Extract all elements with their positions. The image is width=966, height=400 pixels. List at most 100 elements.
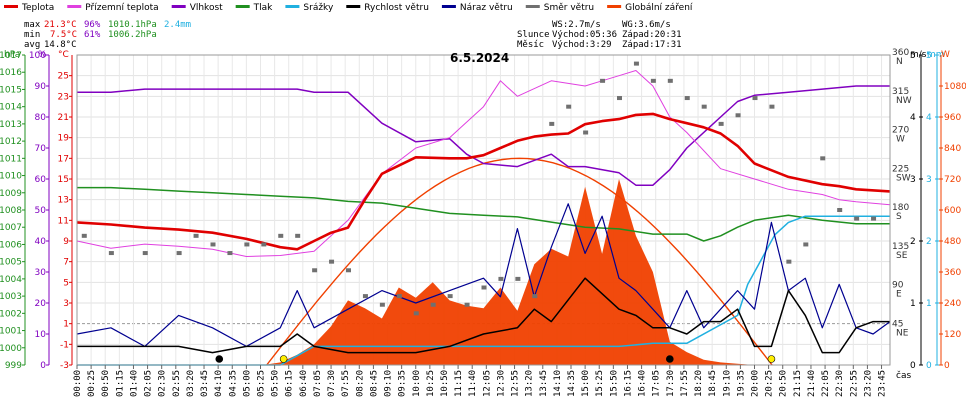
axis-tick-label-time: 08:45 [369,370,379,397]
axis-tick-label-wind: 4 [910,113,916,123]
axis-tick-label-pressure: 1009 [0,189,22,199]
stat-avg-label: avg [24,40,40,50]
legend-label: Přízemní teplota [85,3,158,13]
axis-tick-label-time: 21:15 [793,370,803,397]
axis-tick-label-time: 23:45 [878,370,888,397]
wind-direction-point [210,242,216,247]
axis-tick-label-direction-dir: NW [896,96,912,106]
axes: 9991000100110021003100410051006100710081… [0,48,966,397]
axis-tick-label-temperature: -1 [60,340,69,350]
axis-tick-label-time: 22:05 [821,370,831,397]
legend-label: Tlak [253,3,274,13]
axis-tick-label-time: 17:30 [666,370,676,397]
axis-tick-label-temperature: 7 [63,258,69,268]
wind-direction-point [871,216,877,221]
axis-tick-label-humidity: 20 [35,299,47,309]
clear-sky-radiation-curve [266,157,773,366]
wind-direction-point [261,242,267,247]
axis-tick-label-pressure: 1012 [0,137,22,147]
wind-direction-point [244,242,250,247]
info-sun-label: Slunce [517,30,550,40]
axis-tick-label-time: 05:50 [271,370,281,397]
legend-label: Vlhkost [190,3,223,13]
wind-direction-point [684,96,690,101]
stat-max-press: 1010.1hPa [108,20,157,30]
legend-label: Rychlost větru [364,3,429,13]
axis-tick-label-time: 23:20 [863,370,873,397]
axis-tick-label-direction-deg: 315 [892,87,909,97]
axis-tick-label-time: 11:40 [468,370,478,397]
axis-tick-label-humidity: 80 [35,113,47,123]
axis-tick-label-direction-deg: 45 [892,319,903,329]
axis-tick-label-temperature: 5 [63,278,69,288]
axis-tick-label-time: 21:40 [807,370,817,397]
axis-tick-label-direction-deg: 270 [892,126,909,136]
axis-tick-label-radiation: 1080 [944,82,966,92]
axis-unit-time: čas [896,370,911,381]
axis-tick-label-direction-dir: NE [896,328,909,338]
info-moonset: Západ:17:31 [622,40,682,50]
axis-tick-label-time: 09:10 [384,370,394,397]
info-moon-label: Měsíc [517,40,544,50]
axis-tick-label-wind: 5 [910,51,916,61]
axis-tick-label-pressure: 1004 [0,275,22,285]
axis-tick-label-pressure: 1003 [0,292,22,302]
humidity-line [77,85,890,186]
wind-direction-point [769,104,775,109]
axis-tick-label-pressure: 1000 [0,344,22,354]
info-moonrise: Východ:3:29 [552,40,612,50]
wind-direction-points [81,61,877,316]
wind-direction-point [295,233,301,238]
axis-tick-label-temperature: 11 [58,216,69,226]
axis-tick-label-time: 20:00 [751,370,761,397]
axis-tick-label-time: 10:00 [412,370,422,397]
axis-unit-humidity: % [38,50,47,60]
axis-tick-label-time: 19:10 [722,370,732,397]
axis-tick-label-radiation: 840 [944,144,961,154]
wind-direction-point [447,294,453,299]
axis-tick-label-time: 18:20 [694,370,704,397]
legend: Teplota Přízemní teplota Vlhkost Tlak Srážky… [4,3,693,13]
axis-tick-label-time: 07:05 [313,370,323,397]
stat-min-temp: 7.5°C [50,30,77,40]
axis-tick-label-time: 10:25 [426,370,436,397]
axis-tick-label-pressure: 1011 [0,154,22,164]
axis-tick-label-rain: 1 [926,299,932,309]
axis-tick-label-time: 07:55 [341,370,351,397]
axis-tick-label-pressure: 1015 [0,85,22,95]
axis-tick-label-wind: 1 [910,299,916,309]
wind-direction-point [701,104,707,109]
axis-unit-pressure: hPa [4,50,20,60]
axis-tick-label-time: 14:10 [553,370,563,397]
axis-tick-label-temperature: 13 [58,196,69,206]
axis-tick-label-time: 00:00 [73,370,83,397]
axis-tick-label-humidity: 0 [40,361,46,371]
legend-label: Náraz větru [460,3,513,13]
time-marker [767,355,776,363]
axis-tick-label-humidity: 90 [35,82,47,92]
chart-title: 6.5.2024 [450,51,509,65]
axis-tick-label-time: 05:00 [242,370,252,397]
wind-direction-point [515,276,521,281]
axis-tick-label-time: 16:15 [623,370,633,397]
axis-tick-label-direction-dir: E [896,290,902,300]
axis-tick-label-time: 00:50 [101,370,111,397]
wind-direction-point [193,233,199,238]
axis-tick-label-humidity: 50 [35,206,47,216]
legend-label: Srážky [303,3,334,13]
wind-direction-point [667,78,673,83]
wind-direction-point [803,242,809,247]
axis-tick-label-pressure: 1014 [0,103,22,113]
axis-tick-label-time: 20:25 [765,370,775,397]
wind-direction-point [735,113,741,118]
axis-tick-label-time: 17:05 [652,370,662,397]
wind-direction-point [396,294,402,299]
axis-tick-label-radiation: 600 [944,206,961,216]
axis-tick-label-time: 01:15 [115,370,125,397]
legend-swatch [67,5,82,8]
axis-tick-label-humidity: 40 [35,237,47,247]
wind-direction-point [498,276,504,281]
axis-tick-label-pressure: 1013 [0,120,22,130]
wind-direction-point [617,96,622,101]
